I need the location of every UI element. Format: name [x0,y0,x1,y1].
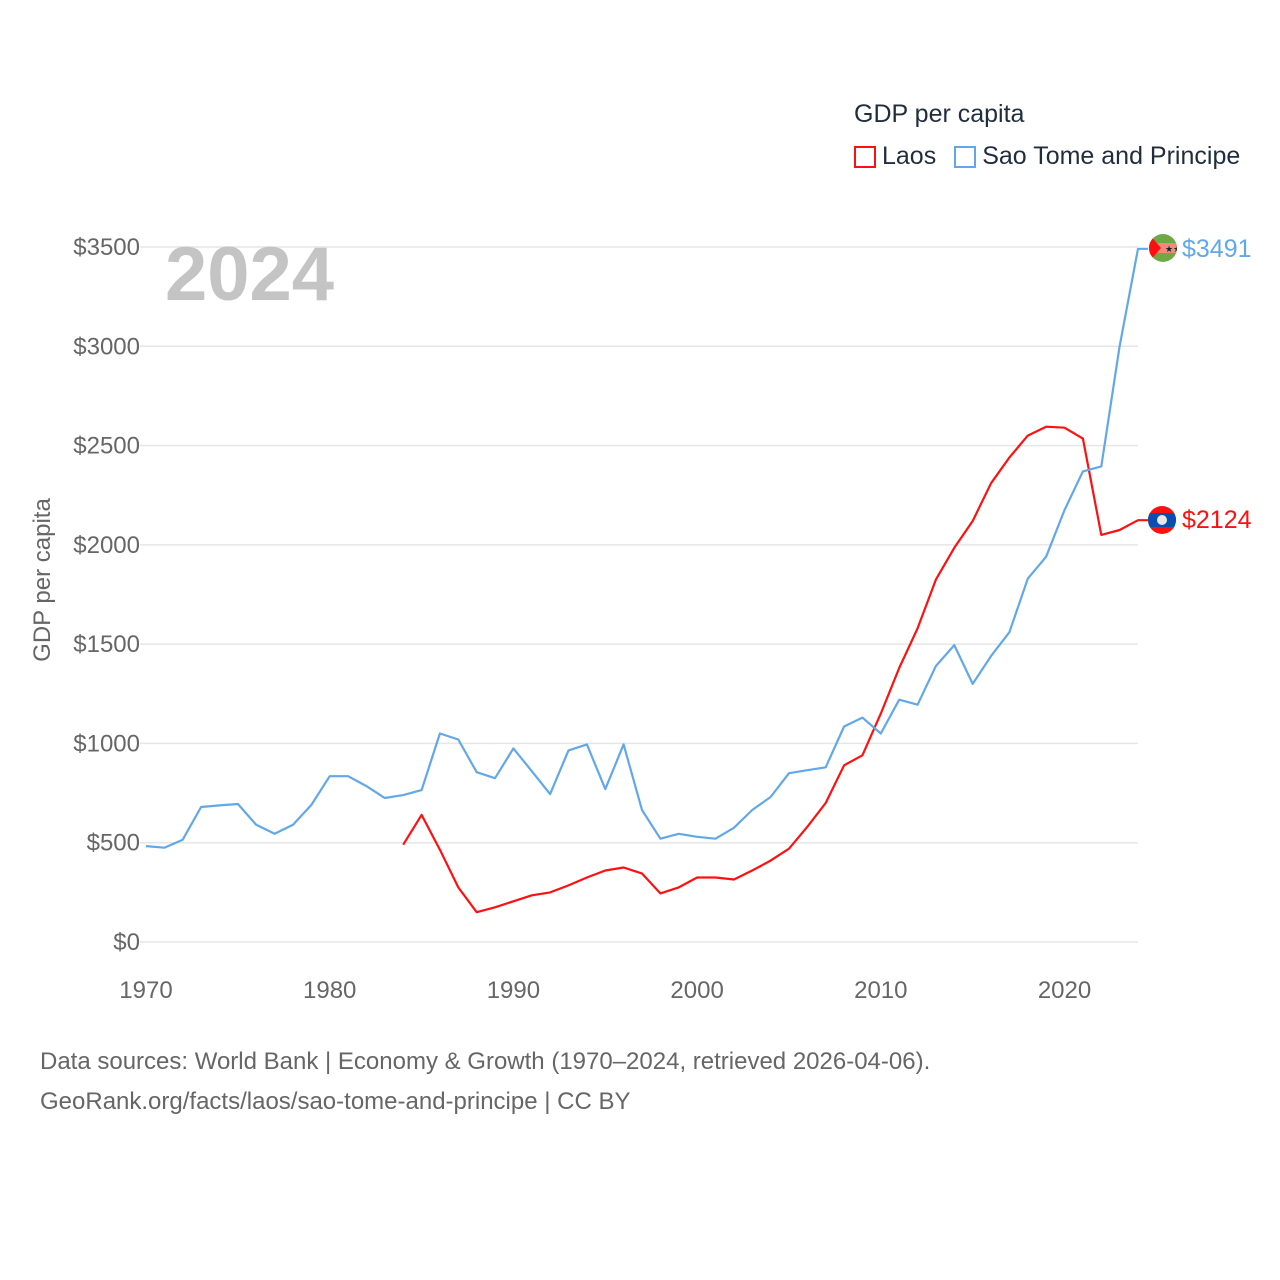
y-tick-label: $0 [113,929,140,956]
legend-item-sao-tome[interactable]: Sao Tome and Principe [954,142,1240,171]
svg-text:★★: ★★ [1165,244,1181,254]
x-tick-label: 1970 [119,977,172,1004]
x-tick-label: 2010 [854,977,907,1004]
sao-tome-flag-icon: ★★ [1149,234,1181,262]
year-label: 2024 [165,232,334,317]
x-tick-label: 1990 [487,977,540,1004]
legend-swatch [954,145,977,168]
legend-label: Sao Tome and Principe [982,142,1241,170]
footer: Data sources: World Bank | Economy & Gro… [40,1042,930,1122]
y-tick-label: $2000 [73,532,140,559]
legend-swatch [854,145,876,168]
y-tick-label: $500 [87,830,140,857]
x-tick-label: 1980 [303,977,356,1004]
laos-flag-icon [1148,506,1176,534]
end-value-label: $2124 [1182,506,1252,534]
y-tick-label: $3500 [73,234,140,261]
legend-label: Laos [882,142,937,170]
y-tick-label: $2500 [73,433,140,460]
source-link[interactable]: GeoRank.org/facts/laos/sao-tome-and-prin… [40,1088,631,1115]
end-value-label: $3491 [1182,235,1252,263]
x-tick-label: 2000 [670,977,723,1004]
legend: Laos Sao Tome and Principe [854,142,1258,171]
y-axis-label: GDP per capita [29,498,56,662]
legend-title: GDP per capita [854,100,1025,128]
legend-item-laos[interactable]: Laos [854,142,936,171]
series-line-laos [402,425,1148,914]
y-tick-label: $1000 [73,730,140,757]
y-tick-label: $1500 [73,631,140,658]
series-line-sao-tome [145,247,1148,849]
data-sources: Data sources: World Bank | Economy & Gro… [40,1048,931,1075]
x-tick-label: 2020 [1038,977,1091,1004]
y-tick-label: $3000 [73,333,140,360]
